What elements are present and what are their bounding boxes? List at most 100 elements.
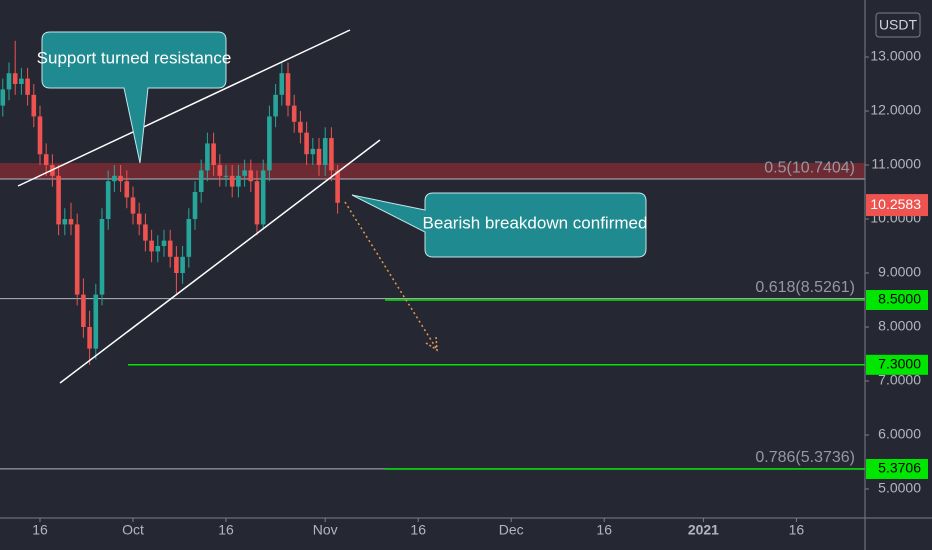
candle-body (242, 170, 247, 176)
y-tick-label: 11.0000 (871, 156, 921, 172)
candle-body (37, 116, 43, 155)
candle-body (149, 240, 154, 252)
candle-body (192, 192, 198, 220)
y-tick-label: 8.0000 (878, 318, 921, 334)
x-tick-label: Nov (313, 522, 338, 538)
annotation: Support turned resistance (37, 48, 232, 67)
x-tick-label: 16 (789, 522, 805, 538)
candle-body (68, 219, 74, 225)
y-axis-label: USDT (879, 17, 918, 33)
candle-body (0, 89, 6, 106)
candle-body (130, 197, 136, 214)
candle-body (267, 116, 272, 171)
candle-body (99, 219, 105, 295)
candle-body (198, 170, 204, 193)
level-label: 0.618(8.5261) (755, 279, 855, 296)
last-price-label: 10.2583 (870, 196, 921, 212)
candle-body (19, 78, 24, 85)
candle-body (62, 219, 68, 225)
level-label: 0.5(10.7404) (764, 159, 855, 176)
x-tick-label: Oct (122, 522, 144, 538)
candle-body (205, 143, 210, 171)
candle-body (223, 175, 229, 177)
x-tick-label: 2021 (688, 522, 719, 538)
candle-body (329, 138, 334, 171)
candle-body (236, 175, 241, 187)
callout (351, 192, 647, 258)
candle-body (43, 154, 49, 166)
y-tick-label: 7.0000 (878, 372, 921, 388)
candle-body (56, 175, 61, 225)
y-tick-label: 12.0000 (870, 102, 921, 118)
annotation: Bearish breakdown confirmed (423, 213, 648, 232)
candle-body (161, 240, 167, 247)
resistance-zone (0, 163, 865, 180)
candle-body (229, 175, 235, 187)
target-price-box (866, 354, 928, 375)
target-price-box (866, 458, 928, 479)
candle-body (322, 138, 328, 166)
currency-box (875, 12, 921, 38)
candle-body (186, 219, 192, 257)
projection-arrow (344, 201, 437, 349)
candle-body (273, 94, 278, 117)
y-tick-label: 5.0000 (878, 480, 921, 496)
candle-body (81, 294, 86, 328)
candle-body (112, 175, 117, 182)
candle-body (143, 224, 148, 241)
x-tick-label: 16 (410, 522, 426, 538)
candle-body (316, 148, 322, 166)
target-price-box (866, 290, 928, 311)
price-axis-bg (865, 0, 932, 550)
candle-body (291, 105, 297, 122)
candle-body (211, 143, 216, 166)
target-price-label: 8.5000 (878, 291, 921, 307)
candle-body (167, 240, 173, 257)
x-tick-label: 16 (218, 522, 234, 538)
x-tick-label: 16 (32, 522, 48, 538)
callout (41, 31, 227, 164)
background-layer: 0.5(10.7404) 0.618(8.5261) 0.786(5.3736) (0, 159, 865, 470)
candle-body (180, 256, 185, 274)
x-tick-label: Dec (499, 522, 524, 538)
y-tick-label: 6.0000 (878, 426, 921, 442)
candle-body (298, 121, 303, 133)
arrow-head (425, 336, 438, 352)
candle-body (124, 181, 130, 198)
candle-body (87, 327, 92, 349)
candle-body (155, 246, 161, 252)
candle-body (174, 256, 179, 274)
candle-body (254, 181, 260, 225)
candle-body (6, 73, 12, 90)
candle-body (248, 170, 254, 182)
candle-body (25, 78, 30, 95)
candle-body (118, 175, 123, 182)
candle-body (285, 73, 291, 106)
candle-body (304, 132, 309, 155)
candle-body (93, 294, 99, 349)
candle-body (335, 170, 340, 203)
candle-body (105, 181, 111, 220)
drawings: Support turned resistance Bearish breakd… (17, 29, 648, 384)
x-tick-label: 16 (596, 522, 612, 538)
candle-body (31, 94, 37, 117)
trend-line (59, 139, 381, 384)
candles (0, 40, 340, 365)
trend-line (17, 29, 351, 187)
level-label: 0.786(5.3736) (755, 449, 855, 466)
y-tick-label: 13.0000 (870, 48, 921, 64)
candle-body (260, 170, 266, 225)
candle-body (279, 73, 285, 95)
last-price-box (866, 194, 928, 217)
candle-body (136, 213, 142, 225)
target-price-label: 7.3000 (878, 356, 921, 372)
candle-body (12, 73, 18, 85)
target-price-label: 5.3706 (878, 460, 921, 476)
candle-body (74, 224, 80, 295)
candle-body (310, 148, 316, 155)
candle-body (217, 165, 223, 176)
y-tick-label: 9.0000 (878, 264, 921, 280)
